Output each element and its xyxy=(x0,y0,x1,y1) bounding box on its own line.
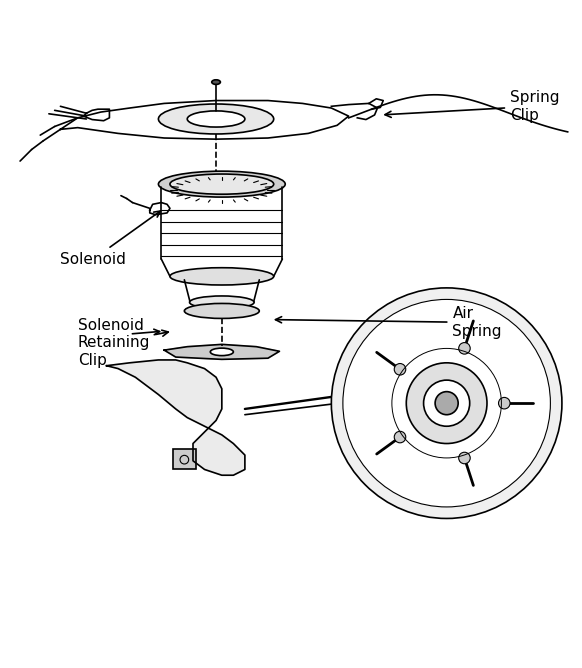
Ellipse shape xyxy=(170,174,274,194)
Ellipse shape xyxy=(394,363,406,375)
Ellipse shape xyxy=(170,268,274,285)
Ellipse shape xyxy=(212,79,221,84)
Polygon shape xyxy=(107,360,245,475)
Ellipse shape xyxy=(435,391,458,415)
Ellipse shape xyxy=(158,171,285,197)
Ellipse shape xyxy=(406,363,487,444)
Ellipse shape xyxy=(158,104,274,134)
Text: Solenoid
Retaining
Clip: Solenoid Retaining Clip xyxy=(78,318,168,367)
Ellipse shape xyxy=(343,299,551,507)
Ellipse shape xyxy=(499,397,510,409)
Text: Air
Spring: Air Spring xyxy=(275,306,502,339)
Ellipse shape xyxy=(394,432,406,443)
Text: Solenoid: Solenoid xyxy=(61,211,161,267)
Ellipse shape xyxy=(459,452,470,464)
Ellipse shape xyxy=(190,296,254,309)
Bar xyxy=(173,450,196,470)
Ellipse shape xyxy=(424,380,470,426)
Polygon shape xyxy=(164,345,279,359)
Text: Spring
Clip: Spring Clip xyxy=(385,90,559,122)
Ellipse shape xyxy=(184,303,260,319)
Ellipse shape xyxy=(459,343,470,354)
Ellipse shape xyxy=(331,288,562,518)
Ellipse shape xyxy=(187,111,245,127)
Ellipse shape xyxy=(210,348,233,355)
